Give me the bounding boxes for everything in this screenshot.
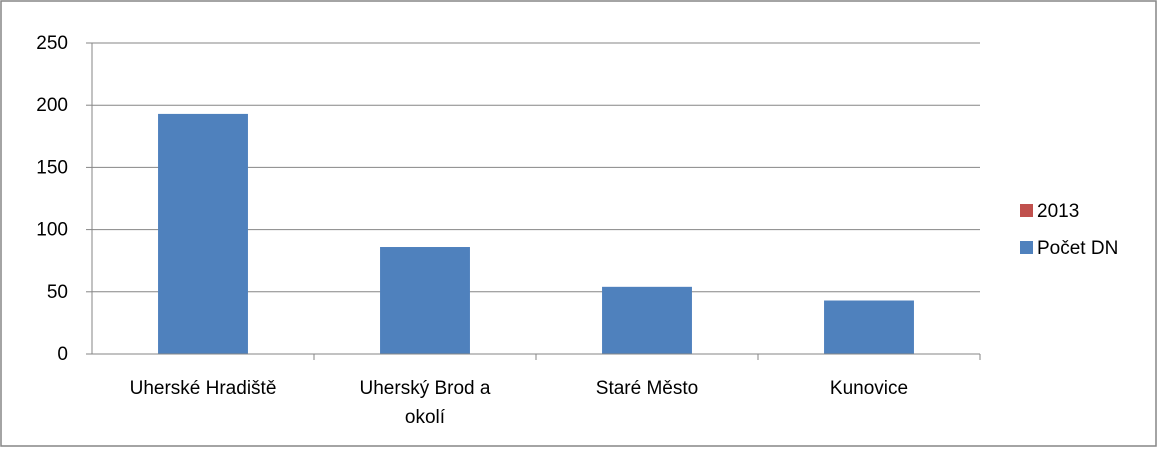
legend-swatch xyxy=(1020,204,1033,217)
y-tick-labels: 0 50 100 150 200 250 xyxy=(36,33,68,365)
legend-label: Počet DN xyxy=(1037,238,1118,259)
bar xyxy=(380,247,470,354)
x-tick-label: Staré Město xyxy=(596,378,698,399)
y-tick-label: 150 xyxy=(36,157,68,178)
bar xyxy=(602,286,692,354)
legend-swatch xyxy=(1020,241,1033,254)
y-tick-label: 250 xyxy=(36,33,68,54)
y-tick-label: 0 xyxy=(57,344,68,365)
x-tick-labels: Uherské Hradiště Uherský Brod a okolí Staré… xyxy=(130,378,908,428)
y-tick-label: 100 xyxy=(36,220,68,241)
axes xyxy=(86,42,981,360)
bar xyxy=(158,113,248,355)
y-tick-label: 50 xyxy=(47,282,68,303)
x-tick-label: Kunovice xyxy=(830,378,908,399)
x-tick-label: Uherský Brod a xyxy=(360,378,491,399)
y-tick-label: 200 xyxy=(36,95,68,116)
legend: 2013 Počet DN xyxy=(1020,201,1118,259)
x-tick-label: okolí xyxy=(405,407,446,428)
bars xyxy=(158,113,914,355)
bar xyxy=(824,300,914,354)
x-tick-label: Uherské Hradiště xyxy=(130,378,277,399)
legend-label: 2013 xyxy=(1037,201,1079,222)
